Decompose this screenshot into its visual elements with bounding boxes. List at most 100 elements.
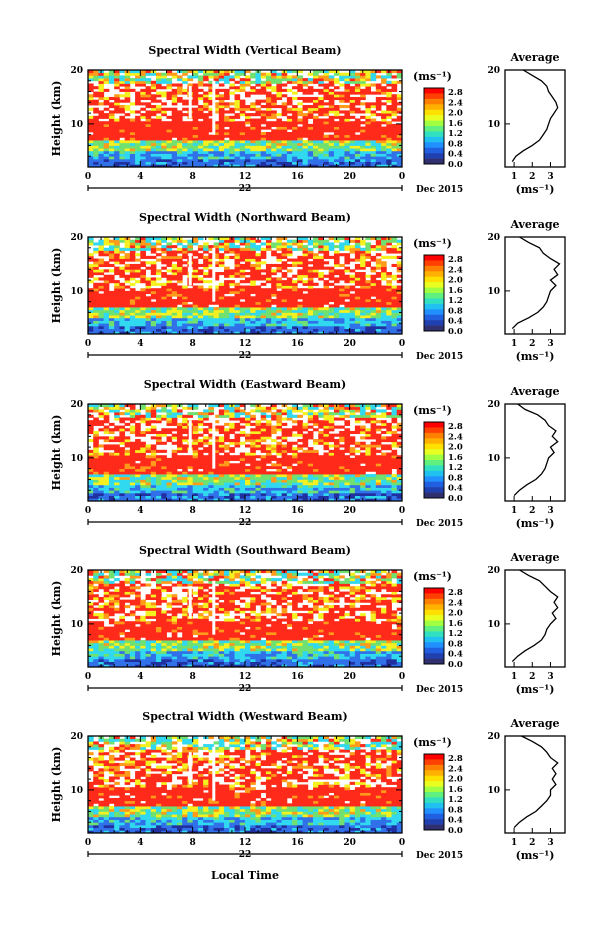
heatmap-cell (213, 245, 220, 249)
heatmap-cell (224, 247, 230, 251)
heatmap-cell (150, 245, 157, 249)
heatmap-cell (98, 113, 105, 117)
colorbar-swatch (424, 126, 444, 132)
heatmap-cell (187, 412, 194, 416)
heatmap-cell (197, 331, 204, 335)
heatmap-cell (271, 148, 277, 152)
heatmap-cell (103, 447, 110, 451)
heatmap-cell (286, 148, 293, 152)
heatmap-cell (271, 102, 277, 106)
heatmap-cell (239, 80, 246, 84)
heatmap-cell (88, 430, 94, 435)
heatmap-cell (328, 242, 335, 246)
heatmap-cell (286, 99, 293, 103)
heatmap-cell (93, 72, 99, 76)
heatmap-cell (145, 150, 152, 154)
heatmap-cell (161, 492, 167, 497)
heatmap-cell (108, 164, 115, 168)
heatmap-cell (250, 158, 256, 163)
heatmap-cell (339, 307, 345, 311)
heatmap-cell (271, 72, 277, 76)
heatmap-cell (88, 239, 94, 243)
heatmap-cell (271, 99, 277, 103)
heatmap-cell (234, 250, 241, 254)
heatmap-cell (323, 290, 330, 294)
heatmap-cell (370, 131, 377, 136)
heatmap-cell (103, 307, 110, 311)
heatmap-cell (265, 110, 272, 114)
heatmap-cell (318, 325, 324, 330)
heatmap-cell (192, 301, 199, 305)
heatmap-cell (318, 317, 324, 321)
heatmap-cell (281, 113, 288, 117)
heatmap-cell (354, 99, 361, 103)
heatmap-cell (250, 444, 256, 448)
heatmap-cell (140, 476, 146, 480)
heatmap-cell (229, 280, 235, 284)
heatmap-cell (156, 72, 162, 76)
heatmap-cell (224, 239, 230, 243)
heatmap-cell (271, 131, 277, 136)
chart-title: Spectral Width (Eastward Beam) (144, 378, 346, 391)
heatmap-cell (98, 150, 105, 154)
heatmap-cell (150, 455, 157, 459)
heatmap-cell (135, 102, 141, 106)
heatmap-cell (156, 417, 162, 421)
heatmap-cell (166, 255, 173, 259)
heatmap-cell (114, 142, 120, 146)
heatmap-cell (234, 70, 241, 74)
heatmap-cell (135, 417, 141, 421)
heatmap-cell (281, 430, 288, 435)
heatmap-cell (370, 129, 377, 133)
heatmap-cell (93, 328, 99, 332)
heatmap-cell (281, 121, 288, 125)
heatmap-cell (182, 430, 188, 435)
heatmap-cell (245, 277, 251, 281)
heatmap-cell (156, 288, 162, 292)
heatmap-cell (135, 484, 141, 488)
heatmap-cell (276, 482, 283, 486)
heatmap-cell (323, 153, 330, 157)
heatmap-cell (234, 75, 241, 79)
heatmap-cell (140, 261, 146, 265)
heatmap-cell (339, 328, 345, 332)
heatmap-cell (182, 102, 188, 106)
heatmap-cell (339, 164, 345, 168)
heatmap-cell (176, 247, 183, 251)
heatmap-cell (203, 471, 209, 475)
heatmap-cell (218, 296, 225, 300)
heatmap-cell (229, 118, 235, 122)
heatmap-cell (176, 412, 183, 416)
heatmap-cell (234, 304, 241, 308)
heatmap-cell (276, 468, 283, 472)
heatmap-cell (302, 156, 309, 160)
heatmap-cell (187, 293, 194, 297)
heatmap-cell (381, 126, 387, 130)
heatmap-cell (255, 317, 262, 321)
heatmap-cell (124, 88, 131, 92)
heatmap-cell (93, 121, 99, 125)
heatmap-cell (213, 309, 220, 313)
heatmap-cell (171, 131, 178, 136)
heatmap-cell (250, 331, 256, 335)
heatmap-cell (140, 91, 146, 95)
heatmap-cell (213, 121, 220, 125)
colorbar-tick-label: 2.4 (448, 98, 463, 108)
heatmap-cell (313, 307, 319, 311)
heatmap-cell (108, 482, 115, 486)
heatmap-cell (103, 145, 110, 149)
heatmap-cell (124, 161, 131, 165)
heatmap-cell (93, 261, 99, 265)
heatmap-cell (239, 237, 246, 241)
heatmap-cell (265, 164, 272, 168)
heatmap-cell (344, 253, 351, 257)
heatmap-cell (98, 285, 105, 289)
heatmap-cell (396, 129, 403, 133)
heatmap-cell (375, 237, 382, 241)
heatmap-cell (250, 328, 256, 332)
heatmap-cell (286, 495, 293, 499)
heatmap-cell (187, 142, 194, 146)
heatmap-cell (292, 304, 298, 308)
heatmap-cell (197, 312, 204, 316)
heatmap-cell (114, 99, 120, 103)
